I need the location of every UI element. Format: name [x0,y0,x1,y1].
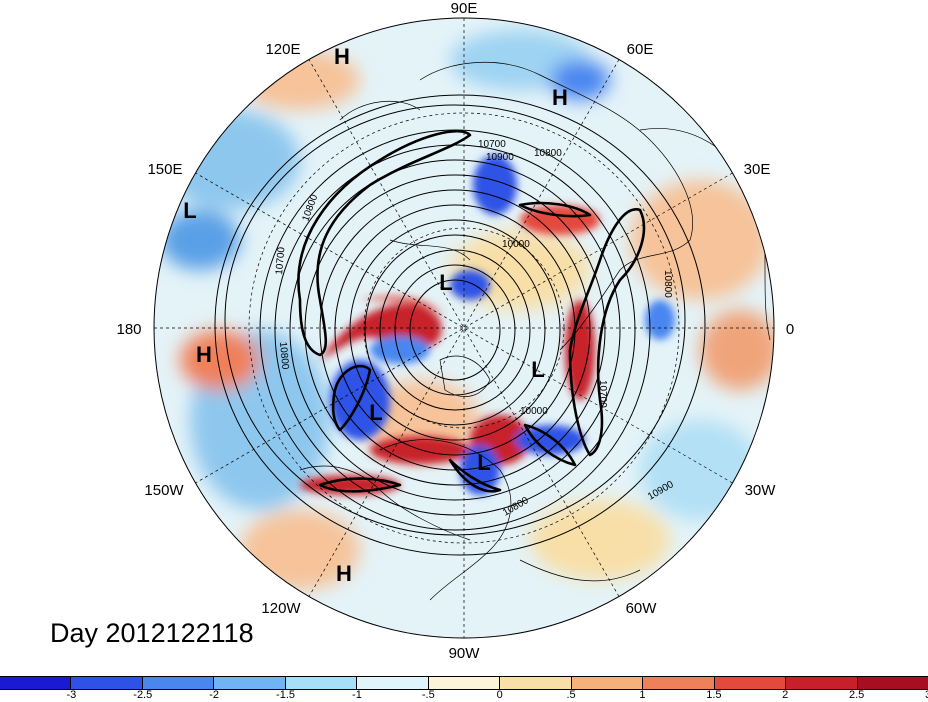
lon-label-150w: 150W [144,482,184,499]
colorbar-tick-label: 2 [782,689,789,701]
lon-label-30w: 30W [745,482,777,499]
colorbar-segment [500,677,572,689]
graticule [154,18,774,638]
colorbar-tick-label: -.5 [421,689,435,701]
colorbar-tick-label: 3 [925,689,928,701]
colorbar-tick-label: 1 [639,689,646,701]
lon-label-180: 180 [116,321,141,338]
colorbar-tick-label: -1 [352,689,362,701]
lon-label-0: 0 [786,321,794,338]
low-pressure-marker: L [369,400,382,425]
colorbar-tick-label: -1.5 [276,689,296,701]
high-pressure-marker: H [196,342,212,367]
colorbar-tick-label: -3 [66,689,77,701]
jet-contours [297,129,646,493]
contour-label: 10000 [520,406,548,417]
pressure-systems: H H L H L L L L H [183,44,568,586]
low-pressure-marker: L [477,450,490,475]
contour-label: 10800 [277,341,290,370]
low-pressure-marker: L [439,270,452,295]
lon-label-30e: 30E [744,161,771,178]
colorbar-segment [714,677,787,689]
colorbar-tick-label: -2.5 [133,689,153,701]
colorbar-segment [428,677,501,689]
colorbar-segment [71,677,143,689]
high-pressure-marker: H [334,44,350,69]
contour-label: 10700 [597,380,608,408]
colorbar-segment [285,677,358,689]
colorbar-segment [0,677,72,689]
contour-label: 10000 [502,239,530,250]
high-pressure-marker: H [552,85,568,110]
colorbar-tick-label: 1.5 [706,689,722,701]
colorbar-tick-label: 0 [496,689,503,701]
contour-label: 10900 [486,152,514,163]
colorbar-segment [142,677,215,689]
low-pressure-marker: L [183,198,196,223]
lon-label-60e: 60E [627,41,654,58]
colorbar-tick-label: -2 [209,689,220,701]
contour-label: 10800 [534,148,562,159]
lon-label-150e: 150E [147,161,182,178]
colorbar-segment [786,677,858,689]
contour-label: 10700 [478,139,506,150]
colorbar-tick-label: 2.5 [848,689,865,701]
colorbar-segment [643,677,715,689]
colorbar-tick-label: .5 [566,689,576,701]
high-pressure-marker: H [336,561,352,586]
lon-label-60w: 60W [626,600,658,617]
contour-label: 10700 [274,246,287,275]
low-pressure-marker: L [531,357,544,382]
contour-label: 10800 [662,270,673,298]
colorbar-segment [857,677,928,689]
colorbar-segment [571,677,644,689]
colorbar-segment [214,677,286,689]
date-caption: Day 2012122118 [50,618,254,648]
lon-label-90e: 90E [451,0,478,17]
longitude-labels: 90E 60E 30E 0 30W 60W 90W 120W 150W 180 … [116,0,794,662]
colorbar [0,676,928,690]
lon-label-120w: 120W [261,600,301,617]
lon-label-120e: 120E [265,41,300,58]
map-boundary [153,17,775,639]
lon-label-90w: 90W [449,645,481,662]
colorbar-labels: -3 -2.5 -2 -1.5 -1 -.5 0 .5 1 1.5 2 2.5 3 [0,689,928,702]
colorbar-segment [357,677,429,689]
polar-map: 90E 60E 30E 0 30W 60W 90W 120W 150W 180 … [116,0,794,662]
